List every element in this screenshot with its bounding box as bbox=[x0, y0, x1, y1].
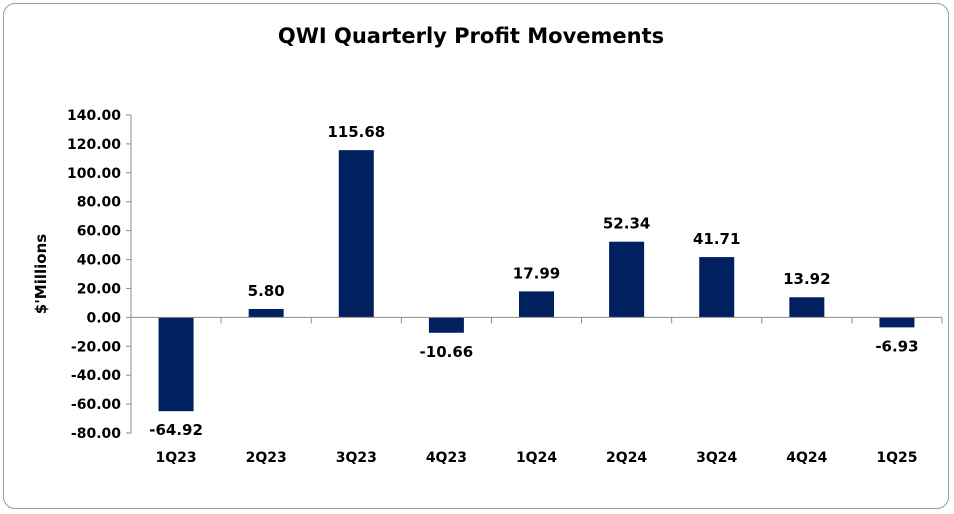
bar-data-label: 115.68 bbox=[327, 123, 385, 141]
chart-title: QWI Quarterly Profit Movements bbox=[277, 24, 665, 48]
x-category-label: 2Q23 bbox=[246, 450, 287, 466]
bar-data-label: 52.34 bbox=[603, 215, 650, 233]
data-labels: -64.92 5.80 115.68 -10.66 17.99 52.34 41.71 13.… bbox=[149, 123, 918, 439]
bar bbox=[609, 241, 645, 318]
y-tick-label: -40.00 bbox=[71, 368, 121, 384]
y-tick-label: 60.00 bbox=[77, 224, 122, 240]
bar bbox=[158, 317, 194, 412]
bar-data-label: 41.71 bbox=[693, 230, 740, 248]
x-category-label: 3Q24 bbox=[696, 450, 737, 466]
chart-plot: 140.00 120.00 100.00 80.00 60.00 40.00 20.00 0.… bbox=[32, 108, 943, 466]
y-tick-label: 20.00 bbox=[77, 281, 122, 297]
bar-data-label: -6.93 bbox=[875, 337, 918, 355]
bar bbox=[789, 297, 825, 318]
y-tick-label: 80.00 bbox=[77, 195, 122, 211]
bar-data-label: 13.92 bbox=[783, 270, 830, 288]
y-tick-label: -20.00 bbox=[71, 339, 121, 355]
x-category-label: 2Q24 bbox=[606, 450, 647, 466]
x-category-label: 4Q24 bbox=[786, 450, 827, 466]
x-category-label: 4Q23 bbox=[426, 450, 467, 466]
bar bbox=[879, 317, 915, 328]
bar-data-label: 5.80 bbox=[248, 282, 285, 300]
x-category-label: 1Q23 bbox=[155, 450, 196, 466]
x-category-label: 3Q23 bbox=[336, 450, 377, 466]
y-tick-label: 120.00 bbox=[67, 137, 121, 153]
y-axis: 140.00 120.00 100.00 80.00 60.00 40.00 20.00 0.… bbox=[67, 108, 132, 442]
y-tick-label: -60.00 bbox=[71, 397, 121, 413]
x-category-label: 1Q24 bbox=[516, 450, 557, 466]
bar-data-label: 17.99 bbox=[513, 264, 560, 282]
y-axis-title: $'Millions bbox=[32, 234, 50, 315]
bar bbox=[699, 257, 735, 318]
chart-frame: QWI Quarterly Profit Movements 140.00 120… bbox=[3, 3, 949, 509]
y-tick-label: 100.00 bbox=[67, 166, 121, 182]
bar-series bbox=[158, 150, 915, 412]
y-tick-label: 140.00 bbox=[67, 108, 121, 124]
bar-data-label: -10.66 bbox=[420, 343, 474, 361]
bar bbox=[338, 150, 374, 318]
bar-data-label: -64.92 bbox=[149, 421, 203, 439]
bar bbox=[519, 291, 554, 318]
bar bbox=[428, 317, 464, 333]
x-category-label: 1Q25 bbox=[876, 450, 917, 466]
x-axis: 1Q23 2Q23 3Q23 4Q23 1Q24 2Q24 3Q24 4Q24 1Q25 bbox=[130, 316, 943, 466]
y-tick-label: 0.00 bbox=[86, 310, 121, 326]
bar bbox=[248, 308, 284, 318]
y-tick-label: 40.00 bbox=[77, 253, 122, 269]
y-tick-label: -80.00 bbox=[71, 426, 121, 442]
